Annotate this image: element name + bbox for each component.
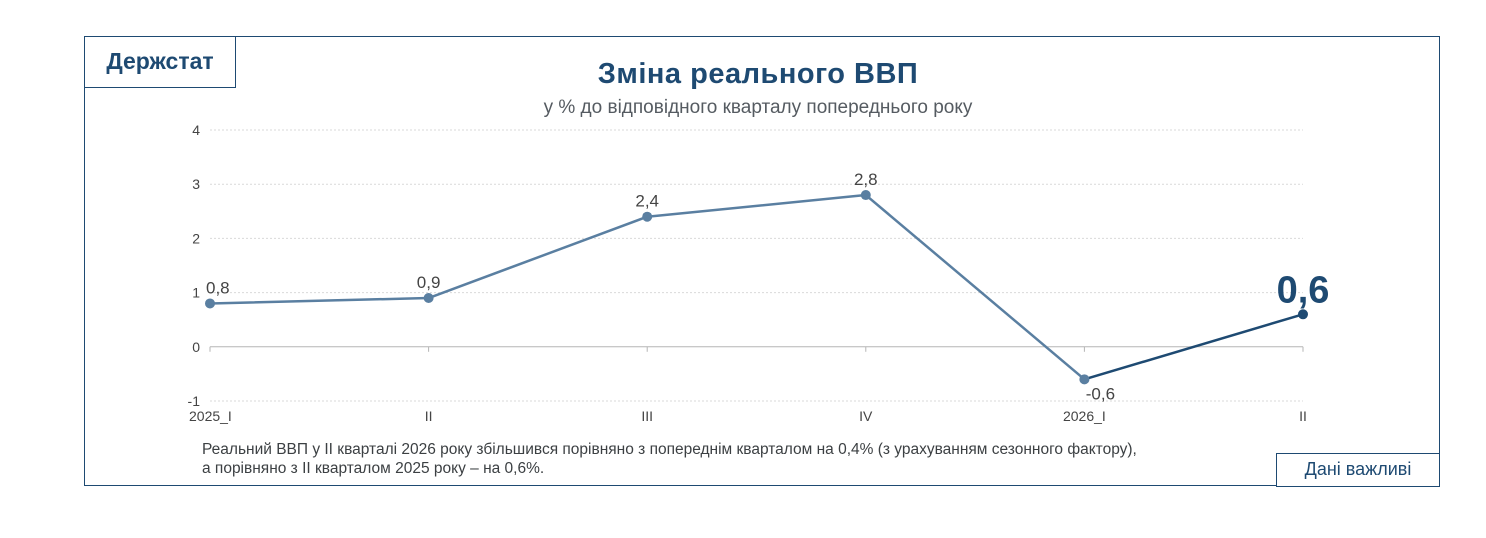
chart-title: Зміна реального ВВП	[597, 58, 919, 90]
x-tick-label: III	[641, 408, 653, 424]
series-line-segment	[1083, 313, 1305, 381]
series-line-segment	[645, 193, 868, 218]
data-label: 0,8	[206, 278, 230, 297]
data-point	[1298, 309, 1308, 320]
data-point	[423, 293, 434, 304]
data-point	[642, 211, 653, 222]
brand-label: Держстат	[84, 36, 236, 88]
data-point	[860, 190, 871, 201]
data-point	[205, 298, 215, 309]
data-label: 0,9	[417, 273, 441, 292]
y-tick-label: 1	[192, 285, 200, 301]
x-tick-label: II	[1299, 408, 1307, 424]
series-line-segment	[208, 296, 430, 305]
data-label: 2,8	[854, 170, 878, 189]
data-matters-badge: Дані важливі	[1276, 453, 1440, 487]
series-line-segment	[427, 215, 649, 300]
y-tick-label: 0	[192, 339, 200, 355]
footnote-line-2: а порівняно з ІІ кварталом 2025 року – н…	[202, 460, 545, 477]
data-label: 0,6	[1277, 269, 1330, 311]
x-tick-label: 2026_I	[1063, 408, 1106, 424]
x-tick-label: IV	[859, 408, 873, 424]
chart-subtitle: у % до відповідного кварталу попередньог…	[543, 97, 973, 118]
x-tick-label: 2025_I	[189, 408, 232, 424]
y-tick-label: 3	[192, 176, 200, 192]
data-label: -0,6	[1086, 384, 1115, 403]
x-tick-label: II	[425, 408, 433, 424]
data-point	[1079, 374, 1090, 385]
chart-frame	[84, 36, 1440, 486]
footnote-line-1: Реальний ВВП у ІІ кварталі 2026 року збі…	[202, 441, 1137, 458]
y-tick-label: -1	[188, 393, 201, 409]
footnote: Реальний ВВП у ІІ кварталі 2026 року збі…	[202, 440, 1262, 478]
data-label: 2,4	[635, 192, 659, 211]
series-line-segment	[864, 193, 1086, 381]
y-tick-label: 2	[192, 230, 200, 246]
y-tick-label: 4	[192, 122, 200, 138]
